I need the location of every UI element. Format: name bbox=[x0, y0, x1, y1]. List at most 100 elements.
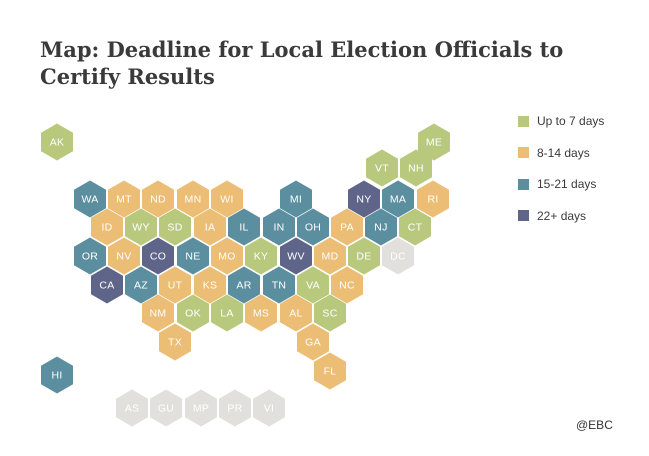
state-hex-vt bbox=[366, 149, 398, 187]
state-tile-sc: SC bbox=[314, 294, 346, 332]
state-label-co: CO bbox=[150, 251, 166, 263]
state-tile-ri: RI bbox=[417, 180, 449, 218]
state-label-az: AZ bbox=[134, 280, 148, 292]
state-hex-sc bbox=[314, 294, 346, 332]
state-label-ky: KY bbox=[254, 251, 269, 263]
state-label-as: AS bbox=[125, 403, 140, 415]
state-hex-ny bbox=[348, 180, 380, 218]
state-hex-mt bbox=[108, 180, 140, 218]
state-hex-me bbox=[418, 123, 450, 161]
state-tile-pa: PA bbox=[331, 208, 363, 246]
state-label-or: OR bbox=[82, 251, 98, 263]
state-label-nm: NM bbox=[150, 308, 167, 320]
state-tile-nv: NV bbox=[108, 237, 140, 275]
state-tile-fl: FL bbox=[314, 352, 346, 390]
state-tile-tn: TN bbox=[263, 266, 295, 304]
state-hex-mp bbox=[185, 389, 217, 427]
state-hex-tx bbox=[159, 323, 191, 361]
legend-swatch-8-14-days bbox=[518, 147, 529, 158]
state-tile-ak: AK bbox=[41, 123, 73, 161]
state-hex-vi bbox=[253, 389, 285, 427]
state-tile-nd: ND bbox=[142, 180, 174, 218]
state-tile-ma: MA bbox=[382, 180, 414, 218]
state-label-hi: HI bbox=[51, 370, 62, 382]
state-tile-ct: CT bbox=[399, 208, 431, 246]
state-tile-ca: CA bbox=[91, 266, 123, 304]
state-hex-ne bbox=[177, 237, 209, 275]
state-label-nj: NJ bbox=[374, 222, 387, 234]
state-label-nh: NH bbox=[408, 163, 424, 175]
state-label-il: IL bbox=[239, 222, 248, 234]
state-label-ri: RI bbox=[427, 194, 438, 206]
state-tile-va: VA bbox=[297, 266, 329, 304]
state-label-ak: AK bbox=[50, 137, 65, 149]
state-label-ok: OK bbox=[185, 308, 201, 320]
legend-swatch-15-21-days bbox=[518, 178, 529, 190]
state-hex-fl bbox=[314, 352, 346, 390]
state-hex-mi bbox=[280, 180, 312, 218]
legend-item-15-21-days: 15-21 days bbox=[518, 176, 604, 192]
state-hex-co bbox=[142, 237, 174, 275]
legend-label: 22+ days bbox=[537, 208, 587, 223]
state-label-de: DE bbox=[356, 251, 371, 263]
state-hex-wy bbox=[125, 208, 157, 246]
state-hex-ri bbox=[417, 180, 449, 218]
state-hex-pa bbox=[331, 208, 363, 246]
state-tile-md: MD bbox=[314, 237, 346, 275]
watermark: @EBC bbox=[576, 418, 613, 432]
state-hex-wa bbox=[74, 180, 106, 218]
state-hex-id bbox=[91, 208, 123, 246]
state-label-mi: MI bbox=[290, 194, 302, 206]
state-tile-hi: HI bbox=[41, 356, 73, 394]
state-label-va: VA bbox=[306, 280, 320, 292]
state-hex-ms bbox=[245, 294, 277, 332]
state-hex-wi bbox=[211, 180, 243, 218]
state-hex-mn bbox=[177, 180, 209, 218]
state-label-ca: CA bbox=[99, 280, 114, 292]
state-label-ct: CT bbox=[408, 222, 423, 234]
state-hex-mo bbox=[211, 237, 243, 275]
state-hex-ak bbox=[41, 123, 73, 161]
state-label-in: IN bbox=[273, 222, 284, 234]
page-title: Map: Deadline for Local Election Officia… bbox=[40, 37, 564, 89]
state-tile-ia: IA bbox=[194, 208, 226, 246]
state-hex-nm bbox=[142, 294, 174, 332]
state-hex-wv bbox=[280, 237, 312, 275]
state-hex-ok bbox=[177, 294, 209, 332]
state-tile-ky: KY bbox=[245, 237, 277, 275]
state-hex-sd bbox=[159, 208, 191, 246]
state-label-wi: WI bbox=[220, 194, 233, 206]
state-hex-ga bbox=[297, 323, 329, 361]
state-hex-nh bbox=[400, 149, 432, 187]
state-label-vt: VT bbox=[375, 163, 389, 175]
state-label-mp: MP bbox=[193, 403, 209, 415]
state-hex-de bbox=[348, 237, 380, 275]
state-tile-oh: OH bbox=[297, 208, 329, 246]
state-hex-nj bbox=[365, 208, 397, 246]
state-label-wa: WA bbox=[81, 194, 98, 206]
state-hex-hi bbox=[41, 356, 73, 394]
state-tile-mo: MO bbox=[211, 237, 243, 275]
state-label-ga: GA bbox=[305, 337, 321, 349]
state-tile-mt: MT bbox=[108, 180, 140, 218]
state-label-ar: AR bbox=[236, 280, 251, 292]
state-label-sd: SD bbox=[167, 222, 182, 234]
state-tile-tx: TX bbox=[159, 323, 191, 361]
state-label-la: LA bbox=[220, 308, 233, 320]
state-hex-az bbox=[125, 266, 157, 304]
state-label-ks: KS bbox=[203, 280, 218, 292]
state-hex-la bbox=[211, 294, 243, 332]
state-tile-ms: MS bbox=[245, 294, 277, 332]
state-tile-nj: NJ bbox=[365, 208, 397, 246]
state-label-md: MD bbox=[322, 251, 339, 263]
state-tile-mi: MI bbox=[280, 180, 312, 218]
state-tile-il: IL bbox=[228, 208, 260, 246]
state-hex-ut bbox=[159, 266, 191, 304]
state-label-id: ID bbox=[101, 222, 112, 234]
legend-label: 15-21 days bbox=[537, 177, 597, 191]
state-label-ny: NY bbox=[356, 194, 371, 206]
state-tile-wv: WV bbox=[280, 237, 312, 275]
state-hex-tn bbox=[263, 266, 295, 304]
legend-label: 8-14 days bbox=[537, 145, 590, 160]
